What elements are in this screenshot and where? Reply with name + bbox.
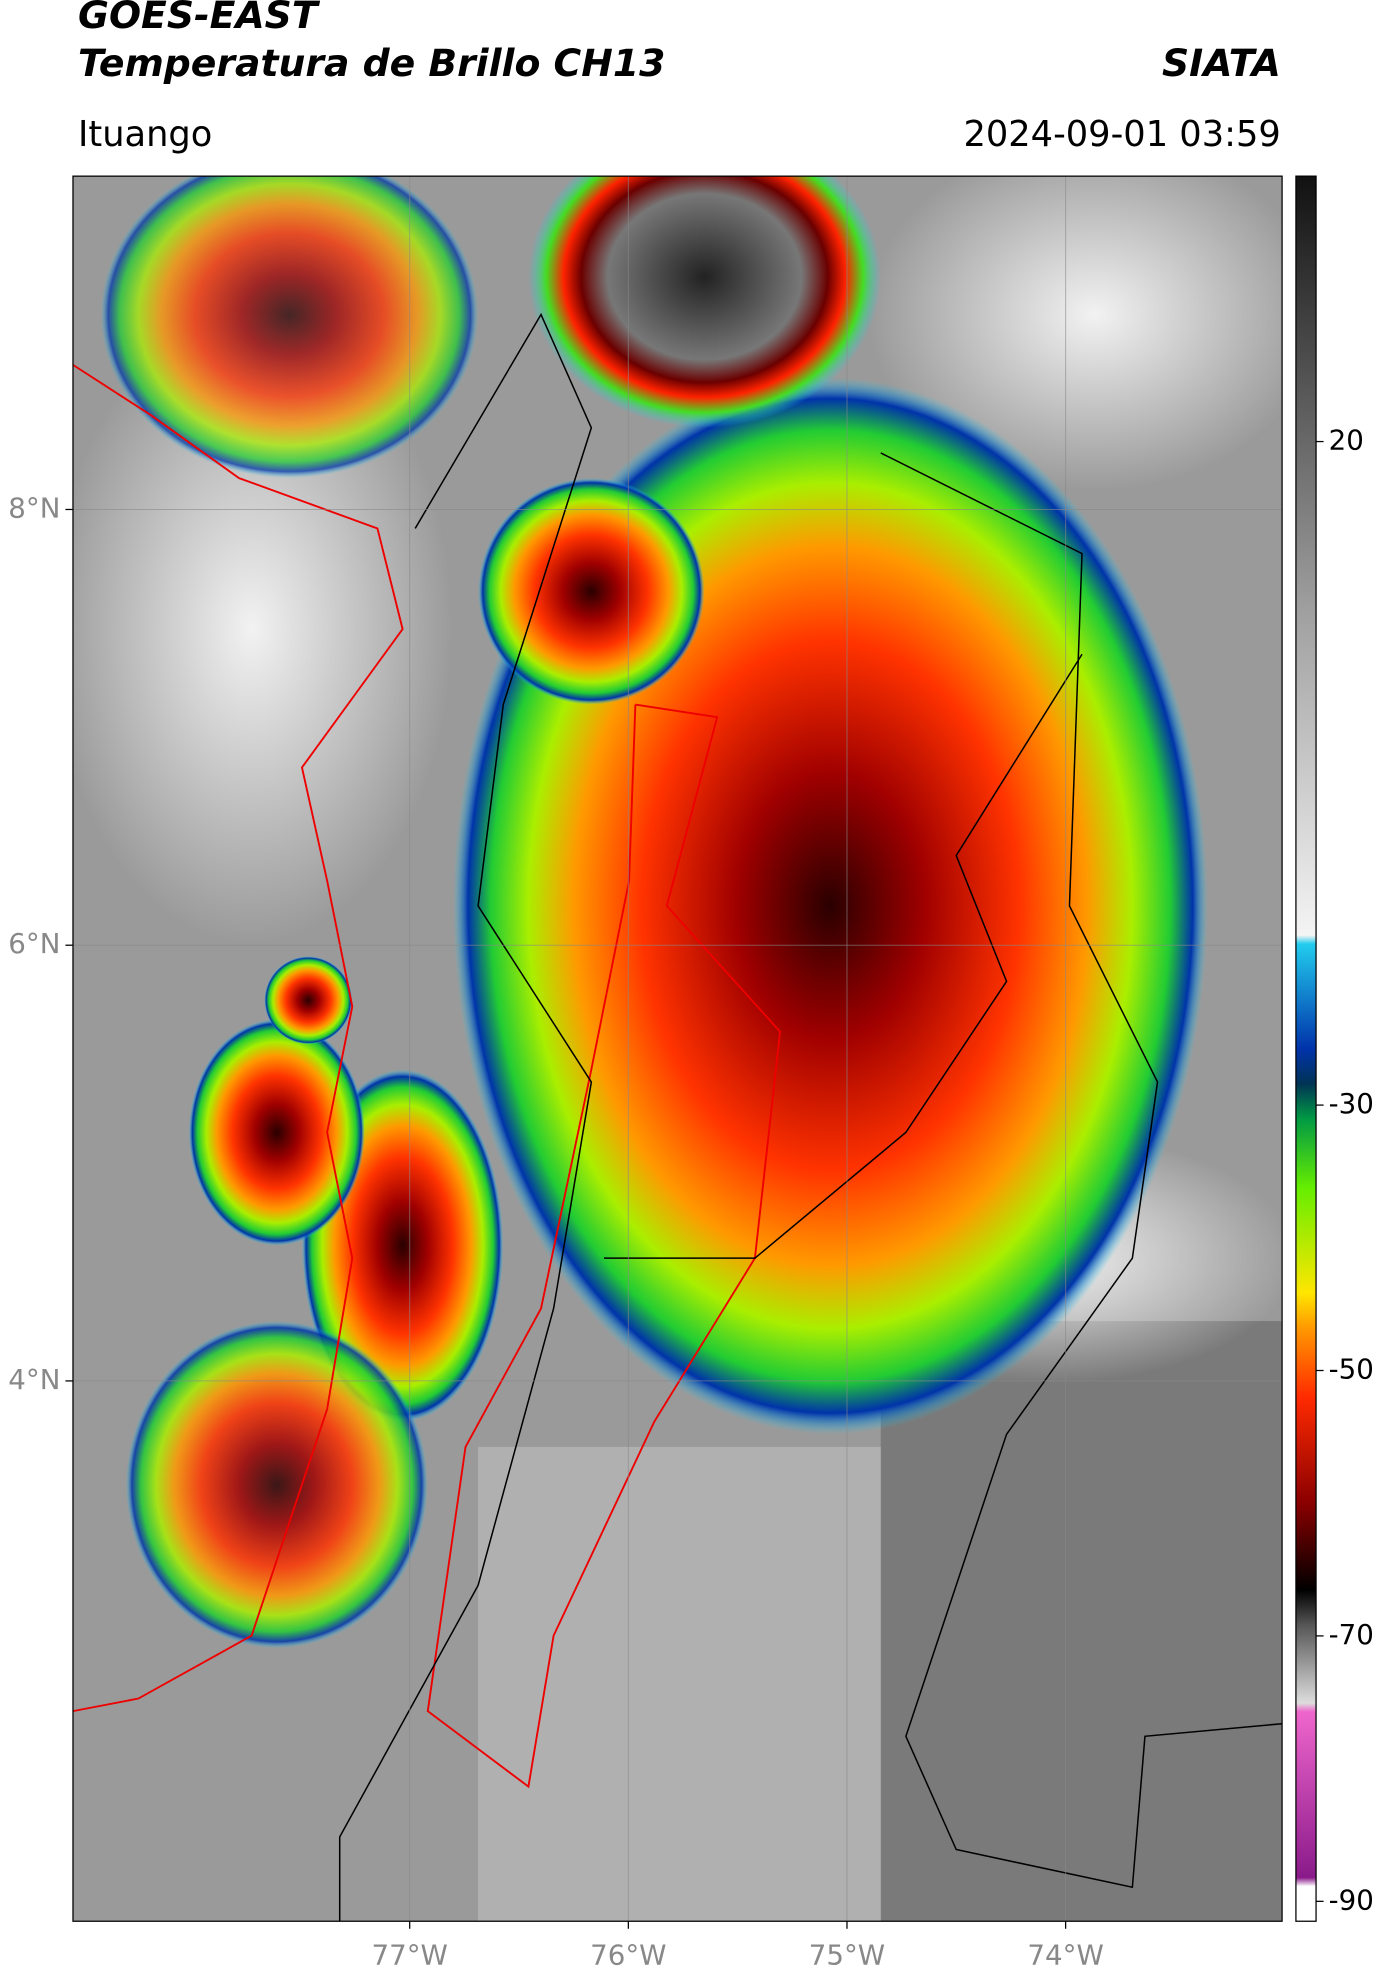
grid [72,176,1283,1922]
y-tick-label: 6°N [8,927,60,960]
x-tick-label: 76°W [590,1938,666,1971]
colorbar-tick-label: 20 [1329,424,1364,457]
y-tick-label: 8°N [8,491,60,524]
y-tick-label: 4°N [8,1363,60,1396]
colorbar-tick-label: -30 [1329,1087,1374,1120]
location: Ituango [78,114,212,155]
x-tick-label: 77°W [372,1938,448,1971]
colorbar-tick-label: -70 [1329,1618,1374,1651]
satellite-image [72,176,1283,1922]
x-tick-label: 74°W [1027,1938,1103,1971]
x-tick-label: 75°W [809,1938,885,1971]
colorbar-tick-label: -50 [1329,1353,1374,1386]
datetime: 2024-09-01 03:59 [963,114,1280,155]
source: SIATA [1162,41,1281,85]
map-frame [72,175,1283,1922]
colorbar-tick-label: -90 [1329,1883,1374,1916]
title: GOES-EAST [78,0,321,37]
colorbar [1295,175,1317,1922]
subtitle: Temperatura de Brillo CH13 [78,41,665,85]
